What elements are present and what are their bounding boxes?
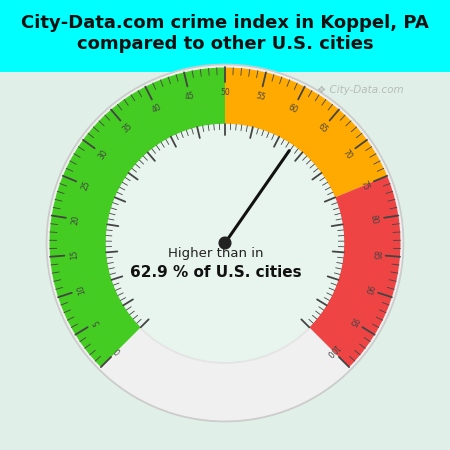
Circle shape (46, 64, 404, 422)
Text: 90: 90 (363, 284, 374, 296)
Text: 75: 75 (358, 179, 370, 192)
Text: 60: 60 (287, 103, 300, 115)
Text: 62.9 % of U.S. cities: 62.9 % of U.S. cities (130, 265, 302, 280)
Circle shape (107, 125, 343, 361)
Text: 5: 5 (91, 317, 102, 326)
Text: 40: 40 (150, 103, 163, 115)
Text: 55: 55 (254, 91, 266, 102)
Circle shape (48, 66, 402, 420)
Text: 35: 35 (121, 122, 134, 135)
Text: 10: 10 (76, 284, 87, 296)
Text: 100: 100 (323, 341, 340, 358)
Circle shape (105, 123, 345, 363)
Text: 20: 20 (71, 214, 81, 225)
Text: 70: 70 (341, 148, 353, 161)
Text: 65: 65 (316, 122, 329, 135)
Text: 0: 0 (113, 345, 123, 355)
Wedge shape (50, 68, 225, 367)
Wedge shape (309, 176, 400, 367)
Text: 25: 25 (80, 179, 92, 192)
Text: 45: 45 (184, 91, 196, 102)
Wedge shape (225, 68, 387, 198)
FancyBboxPatch shape (0, 72, 450, 450)
Text: 50: 50 (220, 88, 230, 97)
Circle shape (219, 237, 231, 249)
Text: 30: 30 (97, 148, 109, 161)
Text: 80: 80 (369, 214, 379, 225)
Text: ❖ City-Data.com: ❖ City-Data.com (317, 85, 403, 95)
Text: Higher than in: Higher than in (168, 247, 264, 260)
Text: 95: 95 (347, 315, 360, 328)
Text: City-Data.com crime index in Koppel, PA
compared to other U.S. cities: City-Data.com crime index in Koppel, PA … (21, 14, 429, 53)
Text: 15: 15 (70, 250, 80, 260)
Text: 85: 85 (370, 250, 380, 260)
